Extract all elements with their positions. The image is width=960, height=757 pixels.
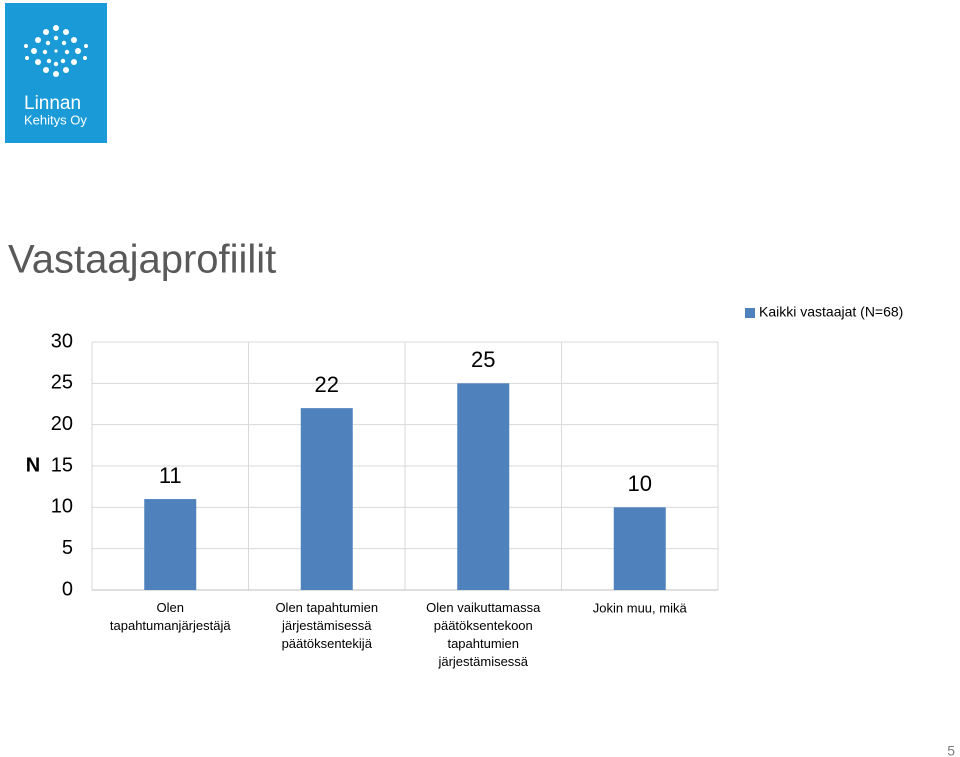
y-tick-label: 30: [51, 330, 73, 352]
logo-dots: [24, 25, 88, 77]
y-axis-label: N: [26, 454, 40, 476]
data-label: 10: [628, 471, 652, 496]
y-tick-label: 25: [51, 372, 73, 394]
y-tick-label: 5: [62, 537, 73, 559]
y-tick-label: 15: [51, 454, 73, 476]
bar: [300, 408, 353, 590]
data-label: 22: [315, 372, 339, 397]
logo-subname: Kehitys Oy: [24, 112, 87, 127]
data-label: 11: [159, 463, 182, 488]
y-tick-label: 0: [62, 578, 73, 600]
legend-label: Kaikki vastaajat (N=68): [759, 304, 903, 320]
y-tick-label: 10: [51, 496, 73, 518]
bar: [613, 507, 666, 590]
data-label: 25: [471, 347, 495, 372]
x-tick-label: Olen vaikuttamassa päätöksentekoon tapahtu…: [426, 600, 541, 669]
bar: [457, 383, 510, 590]
slide-title: Vastaajaprofiilit: [8, 238, 276, 282]
logo-name: Linnan: [24, 93, 81, 114]
x-tick-label: Olen tapahtumanjärjestäjä: [110, 600, 231, 633]
y-tick-label: 20: [51, 413, 73, 435]
logo: Linnan Kehitys Oy: [5, 3, 107, 143]
legend-swatch: [745, 308, 755, 318]
x-tick-label: Jokin muu, mikä: [593, 600, 688, 615]
page-number: 5: [947, 743, 955, 757]
bar: [144, 499, 197, 590]
x-tick-label: Olen tapahtumien järjestämisessä päätöksen…: [275, 600, 378, 651]
